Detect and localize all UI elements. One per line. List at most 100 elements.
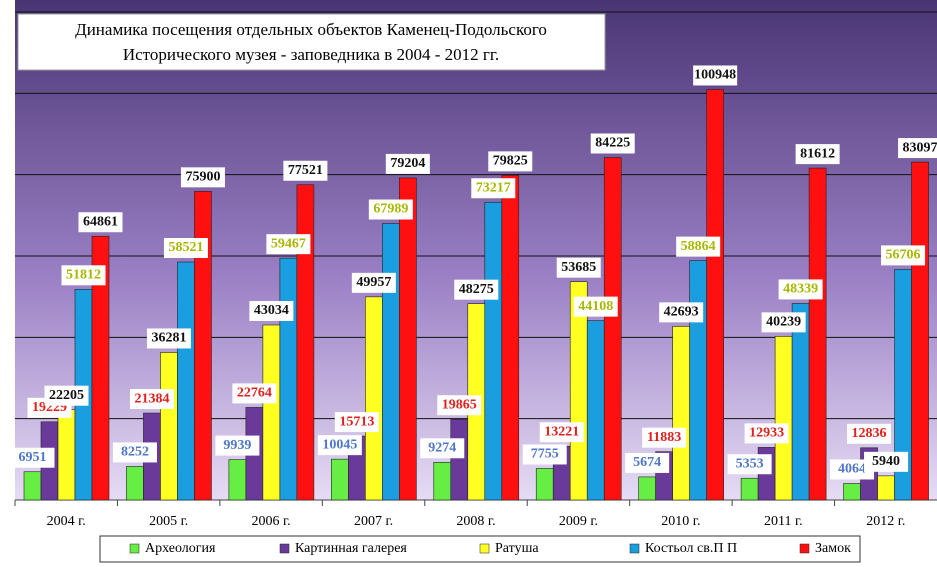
data-label-box: [590, 133, 635, 154]
bar: [877, 475, 895, 501]
data-label: 11883: [647, 430, 681, 445]
data-label-box: [163, 238, 208, 259]
bar: [177, 261, 195, 501]
data-label-box: [10, 447, 55, 468]
data-label: 43034: [254, 303, 289, 318]
bar: [399, 177, 417, 501]
data-label-box: [334, 412, 379, 433]
data-label-box: [556, 257, 601, 278]
x-tick-label: 2010 г.: [661, 514, 700, 529]
data-label: 49957: [356, 275, 391, 290]
data-label: 84225: [595, 136, 630, 151]
data-label: 53685: [561, 260, 596, 275]
data-label: 36281: [151, 331, 186, 346]
data-label-box: [454, 279, 499, 300]
bar: [331, 458, 349, 501]
data-label: 5674: [633, 455, 661, 470]
data-label: 4064: [838, 462, 866, 477]
data-label-box: [317, 435, 362, 456]
data-label-box: [830, 459, 875, 480]
data-label: 8252: [121, 445, 149, 460]
data-label: 15713: [339, 414, 374, 429]
data-label-box: [693, 65, 738, 86]
x-tick-label: 2007 г.: [354, 514, 393, 529]
bar: [91, 235, 110, 501]
data-label: 100948: [694, 68, 736, 83]
data-label: 9274: [428, 441, 456, 456]
chart-title: Исторического музея - заповедника в 2004…: [123, 45, 499, 64]
data-label-box: [437, 395, 482, 416]
data-label: 12836: [852, 426, 887, 441]
data-label: 59467: [271, 236, 306, 251]
data-label-box: [778, 279, 823, 300]
data-label: 79204: [390, 156, 425, 171]
bar: [586, 320, 605, 501]
data-label-box: [283, 160, 328, 181]
data-label: 67989: [373, 202, 408, 217]
data-label: 40239: [766, 315, 801, 330]
data-label-box: [351, 272, 396, 293]
data-label-box: [232, 383, 277, 404]
data-label-box: [864, 451, 909, 472]
data-label: 56706: [886, 248, 921, 263]
data-label-box: [215, 435, 260, 456]
data-label: 22764: [237, 386, 272, 401]
legend-label: Археология: [145, 541, 216, 556]
data-label-box: [146, 328, 191, 349]
data-label: 10045: [322, 437, 357, 452]
data-label-box: [795, 144, 840, 165]
x-tick-label: 2009 г.: [559, 514, 598, 529]
data-label: 48339: [783, 282, 818, 297]
data-label: 9939: [223, 438, 251, 453]
legend-swatch: [129, 543, 140, 554]
data-label-box: [266, 234, 311, 255]
data-label: 7755: [531, 447, 559, 462]
data-label: 42693: [664, 305, 699, 320]
title-box: [17, 13, 606, 71]
data-label: 22205: [49, 388, 84, 403]
legend-swatch: [799, 543, 810, 554]
x-tick-label: 2011 г.: [764, 514, 803, 529]
bar: [126, 466, 144, 501]
bar: [194, 191, 212, 501]
data-label-box: [847, 423, 892, 444]
bar: [535, 468, 554, 501]
data-label: 6951: [19, 450, 47, 465]
data-label-box: [881, 245, 926, 266]
bar: [638, 476, 656, 501]
legend: [99, 535, 861, 563]
data-label: 83097: [903, 140, 937, 155]
data-label-box: [573, 296, 618, 317]
data-label-box: [385, 153, 430, 174]
bar: [262, 324, 281, 501]
bar: [279, 257, 298, 501]
data-label: 58521: [168, 240, 203, 255]
data-label-box: [676, 236, 721, 257]
data-label: 75900: [185, 170, 220, 185]
x-tick-label: 2004 г.: [47, 514, 86, 529]
bar: [23, 471, 42, 501]
data-label-box: [522, 444, 567, 465]
bar: [365, 296, 383, 501]
data-label: 12933: [749, 426, 784, 441]
data-label-box: [249, 300, 294, 321]
legend-swatch: [279, 543, 290, 554]
data-label: 44108: [578, 299, 613, 314]
data-label-box: [642, 427, 687, 448]
data-label-box: [61, 265, 106, 286]
data-label-box: [488, 151, 533, 172]
bar: [774, 336, 793, 501]
data-label-box: [744, 423, 789, 444]
data-label-box: [78, 212, 123, 233]
data-label: 73217: [476, 180, 511, 195]
data-label-box: [420, 438, 465, 459]
data-label: 77521: [288, 163, 323, 178]
data-label: 79825: [493, 154, 528, 169]
bar: [57, 409, 76, 501]
x-tick-label: 2006 г.: [252, 514, 291, 529]
data-label-box: [112, 442, 157, 463]
chart-title: Динамика посещения отдельных объектов Ка…: [75, 20, 547, 39]
data-label-box: [761, 312, 806, 333]
data-label-box: [625, 452, 670, 473]
x-tick-label: 2012 г.: [866, 514, 905, 529]
